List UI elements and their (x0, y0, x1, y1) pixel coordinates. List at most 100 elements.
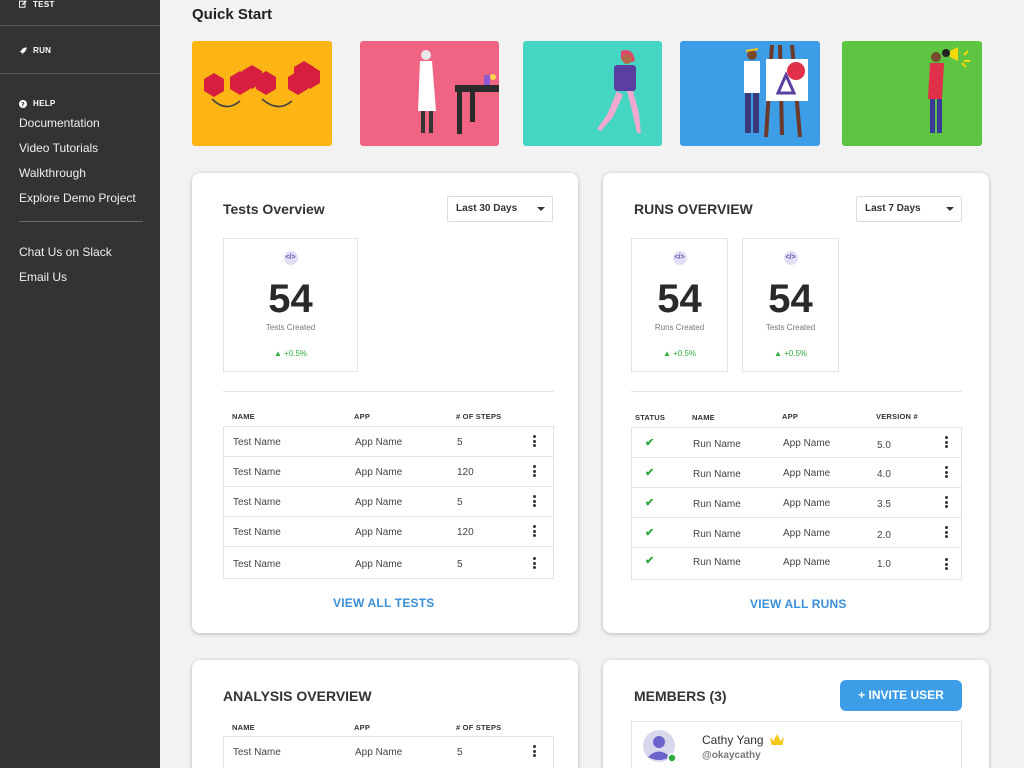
cell-steps: 120 (457, 467, 474, 478)
more-vertical-icon[interactable] (941, 466, 951, 480)
column-header-name: NAME (232, 723, 255, 732)
invite-user-button[interactable]: + INVITE USER (840, 680, 962, 711)
sidebar: TEST RUN ? HELP Documentation Video Tuto… (0, 0, 160, 768)
sidebar-link-walkthrough[interactable]: Walkthrough (19, 166, 86, 180)
sidebar-link-video-tutorials[interactable]: Video Tutorials (19, 141, 99, 155)
member-row[interactable]: Cathy Yang @okaycathy (631, 721, 962, 768)
stat-label: Tests Created (265, 323, 316, 332)
cell-name: Run Name (693, 469, 741, 480)
sidebar-item-label: TEST (33, 0, 55, 9)
cell-name: Run Name (693, 557, 741, 568)
rocket-icon (19, 46, 27, 55)
member-handle: @okaycathy (702, 750, 761, 761)
cell-app: App Name (355, 559, 403, 570)
walking-illustration-icon (597, 50, 641, 133)
stat-delta: ▲ +0.5% (273, 349, 308, 358)
svg-text:?: ? (21, 100, 25, 108)
edit-icon (19, 0, 27, 8)
chevron-down-icon (946, 207, 954, 211)
sidebar-divider (0, 25, 160, 26)
more-vertical-icon[interactable] (941, 526, 951, 540)
cell-name: Test Name (233, 497, 281, 508)
quick-start-card-scientist[interactable] (360, 41, 499, 146)
table-row[interactable]: Test Name App Name 120 (224, 517, 553, 547)
runs-range-dropdown[interactable]: Last 7 Days (856, 196, 962, 222)
sidebar-link-documentation[interactable]: Documentation (19, 116, 100, 130)
table-row[interactable]: Test Name App Name 5 (224, 737, 553, 767)
cell-name: Test Name (233, 747, 281, 758)
cell-name: Test Name (233, 437, 281, 448)
table-row[interactable]: ✔ Run Name App Name 4.0 (632, 458, 961, 488)
crown-icon (770, 734, 784, 745)
quick-start-card-megaphone[interactable] (842, 41, 982, 146)
runs-table: ✔ Run Name App Name 5.0 ✔ Run Name App N… (631, 427, 962, 580)
table-row[interactable]: Test Name App Name 120 (224, 457, 553, 487)
sidebar-item-test[interactable]: TEST (0, 0, 55, 9)
stat-label: Runs Created (654, 323, 705, 332)
megaphone-illustration-icon (928, 47, 970, 133)
table-row[interactable]: ✔ Run Name App Name 3.5 (632, 488, 961, 518)
sidebar-section-label: HELP (33, 99, 56, 108)
stat-value: 54 (657, 277, 702, 321)
more-vertical-icon[interactable] (529, 525, 539, 539)
table-row[interactable]: ✔ Run Name App Name 2.0 (632, 518, 961, 548)
check-icon: ✔ (645, 467, 655, 479)
view-all-runs-link[interactable]: VIEW ALL RUNS (750, 597, 847, 611)
quick-start-card-painter[interactable] (680, 41, 820, 146)
more-vertical-icon[interactable] (529, 435, 539, 449)
quick-start-card-walking[interactable] (523, 41, 662, 146)
sidebar-link-explore-demo[interactable]: Explore Demo Project (19, 191, 136, 205)
table-row[interactable]: Test Name App Name 5 (224, 427, 553, 457)
check-icon: ✔ (645, 527, 655, 539)
member-name: Cathy Yang (702, 733, 764, 747)
cell-app: App Name (355, 467, 403, 478)
cell-app: App Name (783, 468, 831, 479)
more-vertical-icon[interactable] (941, 558, 951, 572)
analysis-table: Test Name App Name 5 (223, 736, 554, 768)
table-row[interactable]: ✔ Run Name App Name 1.0 (632, 548, 961, 580)
scientist-illustration-icon (418, 50, 499, 134)
cell-name: Test Name (233, 527, 281, 538)
chevron-down-icon (537, 207, 545, 211)
sidebar-item-label: RUN (33, 46, 52, 55)
stat-value: 54 (768, 277, 813, 321)
cell-version: 3.5 (877, 499, 891, 510)
view-all-tests-link[interactable]: VIEW ALL TESTS (333, 596, 435, 610)
cell-version: 2.0 (877, 530, 891, 541)
cell-steps: 5 (457, 437, 463, 448)
more-vertical-icon[interactable] (529, 557, 539, 571)
cell-app: App Name (783, 557, 831, 568)
blocks-illustration-icon (204, 61, 320, 108)
sidebar-link-slack[interactable]: Chat Us on Slack (19, 245, 112, 259)
quick-start-title: Quick Start (192, 6, 273, 23)
members-title: MEMBERS (3) (634, 688, 727, 704)
sidebar-item-run[interactable]: RUN (0, 46, 51, 55)
code-icon: </> (283, 251, 298, 265)
sidebar-link-email[interactable]: Email Us (19, 270, 68, 284)
stat-card-runs-created: </> 54 Runs Created ▲ +0.5% (631, 238, 728, 372)
divider (631, 391, 962, 392)
table-row[interactable]: Test Name App Name 5 (224, 487, 553, 517)
stat-value: 54 (268, 277, 313, 321)
cell-version: 1.0 (877, 559, 891, 570)
column-header-app: APP (354, 412, 371, 421)
column-header-status: STATUS (635, 413, 666, 422)
more-vertical-icon[interactable] (941, 496, 951, 510)
cell-app: App Name (783, 528, 831, 539)
tests-overview-title: Tests Overview (223, 201, 325, 217)
column-header-name: NAME (232, 412, 255, 421)
more-vertical-icon[interactable] (941, 436, 951, 450)
quick-start-card-blocks[interactable] (192, 41, 332, 146)
check-icon: ✔ (645, 437, 655, 449)
cell-steps: 5 (457, 747, 463, 758)
more-vertical-icon[interactable] (529, 745, 539, 759)
stat-card-tests-created: </> 54 Tests Created ▲ +0.5% (223, 238, 358, 372)
more-vertical-icon[interactable] (529, 495, 539, 509)
more-vertical-icon[interactable] (529, 465, 539, 479)
table-row[interactable]: ✔ Run Name App Name 5.0 (632, 428, 961, 458)
analysis-overview-panel: ANALYSIS OVERVIEW NAME APP # OF STEPS Te… (192, 660, 578, 768)
column-header-app: APP (354, 723, 371, 732)
cell-app: App Name (783, 498, 831, 509)
table-row[interactable]: Test Name App Name 5 (224, 547, 553, 579)
tests-range-dropdown[interactable]: Last 30 Days (447, 196, 553, 222)
